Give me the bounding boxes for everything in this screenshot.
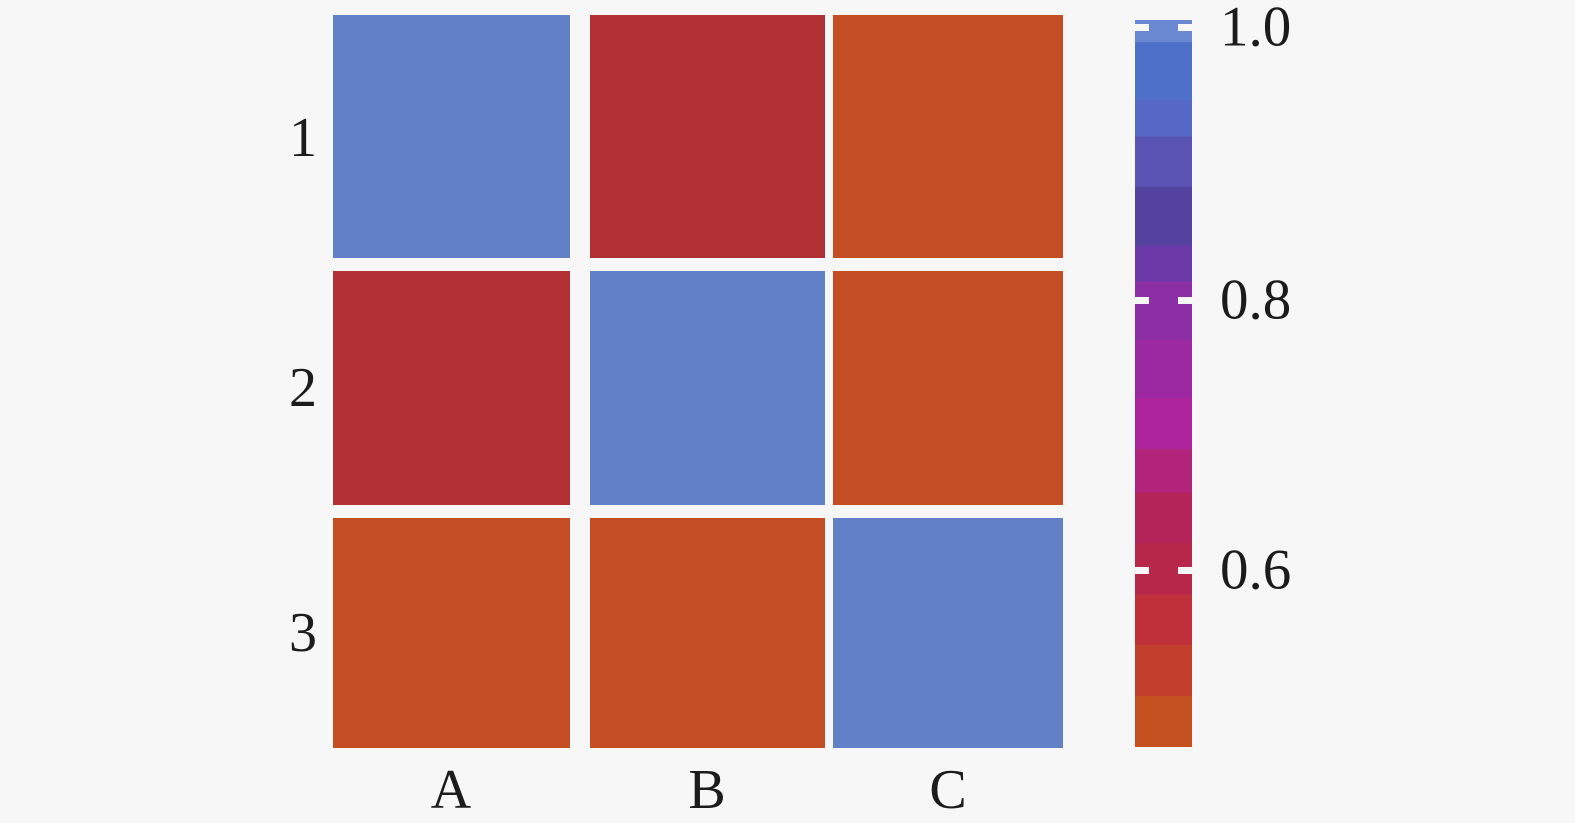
col-label-a: A <box>430 759 472 821</box>
col-label-b: B <box>688 759 726 821</box>
colorbar-tick-mark-1-0-right <box>1178 24 1193 31</box>
heatmap-cell-3A <box>333 518 570 748</box>
colorbar-tick-mark-0-8-left <box>1134 297 1149 304</box>
col-label-c: C <box>929 759 967 821</box>
colorbar-tick-mark-1-0-left <box>1134 24 1149 31</box>
heatmap-cell-3C <box>833 518 1063 748</box>
colorbar-tick-label-1-0: 1.0 <box>1220 0 1292 59</box>
heatmap-cell-3B <box>590 518 825 748</box>
colorbar-tick-mark-0-6-left <box>1134 567 1149 574</box>
heatmap-cell-2A <box>333 271 570 505</box>
heatmap-cell-2B <box>590 271 825 505</box>
heatmap-cell-1B <box>590 15 825 258</box>
heatmap-cell-2C <box>833 271 1063 505</box>
heatmap-cell-1C <box>833 15 1063 258</box>
colorbar <box>1134 20 1193 747</box>
colorbar-tick-label-0-8: 0.8 <box>1220 268 1292 332</box>
row-label-3: 3 <box>289 602 317 664</box>
heatmap-cell-1A <box>333 15 570 258</box>
colorbar-tick-mark-0-8-right <box>1178 297 1193 304</box>
heatmap-grid <box>333 15 1063 748</box>
colorbar-tick-label-0-6: 0.6 <box>1220 538 1292 602</box>
row-label-1: 1 <box>289 107 317 169</box>
row-label-2: 2 <box>289 357 317 419</box>
colorbar-tick-mark-0-6-right <box>1178 567 1193 574</box>
